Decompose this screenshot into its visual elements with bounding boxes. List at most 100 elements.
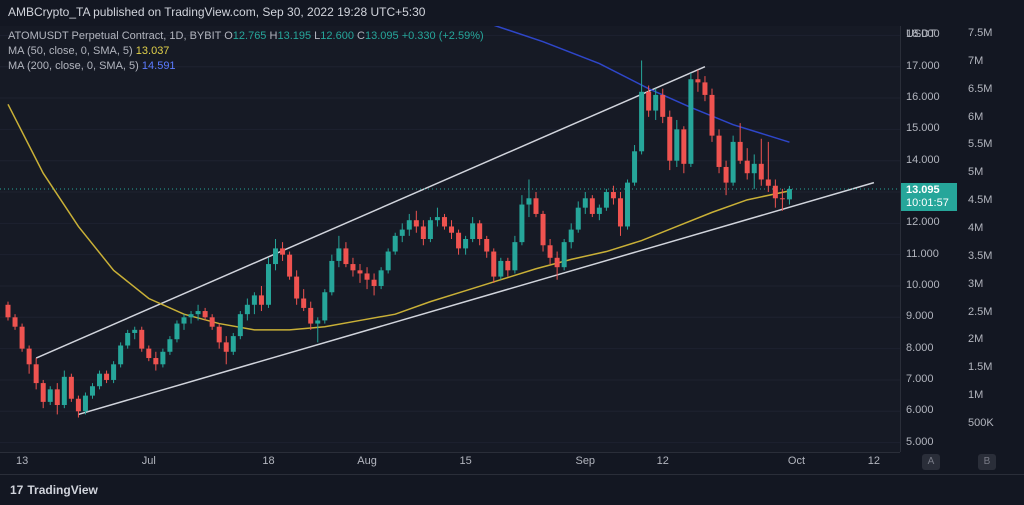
candle-body: [695, 79, 701, 83]
candle-body: [371, 279, 377, 286]
candle-body: [674, 129, 680, 161]
candle-body: [737, 141, 743, 161]
candle-body: [174, 323, 180, 340]
candle-body: [280, 248, 286, 255]
candle-body: [723, 166, 729, 183]
ohlc-close: 13.095: [364, 30, 399, 42]
candle-body: [104, 373, 110, 380]
candle-body: [617, 198, 623, 227]
candle-body: [167, 339, 173, 352]
price-tick-label: 6.000: [906, 404, 934, 417]
candle-body: [427, 220, 433, 239]
candle-body: [54, 389, 60, 406]
ma200-label: MA (200, close, 0, SMA, 5): [8, 60, 139, 72]
candle-body: [681, 129, 687, 164]
price-tick-label: 10.000: [906, 278, 940, 291]
candle-body: [491, 251, 497, 277]
time-tick-label: 18: [262, 455, 275, 467]
candle-body: [343, 248, 349, 265]
candle-body: [547, 245, 553, 258]
candle-body: [160, 351, 166, 365]
currency-label: USDT: [906, 28, 936, 40]
candle-body: [582, 198, 588, 208]
candle-body: [646, 91, 652, 111]
candle-body: [132, 329, 138, 333]
volume-tick-label: 500K: [968, 417, 994, 429]
volume-tick-label: 3.5M: [968, 249, 993, 262]
volume-tick-label: 1M: [968, 389, 984, 402]
candle-body: [779, 198, 785, 200]
candle-body: [5, 304, 11, 318]
price-chart[interactable]: [0, 26, 900, 452]
candle-body: [399, 229, 405, 236]
candle-body: [336, 248, 342, 261]
candle-body: [512, 242, 518, 271]
price-tick-label: 11.000: [906, 247, 939, 260]
candle-body: [350, 264, 356, 271]
volume-tick-label: 1.5M: [968, 361, 993, 374]
candle-body: [744, 160, 750, 174]
price-tick-label: 5.000: [906, 435, 934, 448]
last-price-tag: 13.095 10:01:57: [901, 183, 957, 211]
candle-body: [420, 226, 426, 239]
candle-body: [667, 116, 673, 161]
time-tick-label: Oct: [787, 455, 806, 467]
candle-body: [463, 239, 469, 249]
candle-body: [653, 94, 659, 111]
candle-body: [730, 141, 736, 183]
candle-body: [188, 314, 194, 318]
auto-scale-button[interactable]: A: [922, 454, 940, 470]
price-tick-label: 12.000: [906, 216, 940, 229]
candle-body: [751, 163, 757, 174]
mode-b-button[interactable]: B: [978, 454, 996, 470]
candle-body: [540, 213, 546, 246]
candle-body: [413, 220, 419, 227]
ohlc-change: +0.330 (+2.59%): [401, 30, 484, 42]
volume-axis[interactable]: [962, 26, 1024, 452]
candle-body: [526, 198, 532, 205]
ma50-line: [7, 103, 790, 331]
candle-body: [47, 389, 53, 402]
tradingview-logo[interactable]: 17 TradingView: [10, 483, 98, 497]
ma50-row[interactable]: MA (50, close, 0, SMA, 5) 13.037: [8, 44, 484, 59]
candle-body: [202, 311, 208, 318]
price-axis[interactable]: [900, 26, 963, 452]
candle-body: [12, 317, 18, 327]
candle-body: [68, 376, 74, 399]
candle-body: [772, 185, 778, 199]
volume-tick-label: 3M: [968, 277, 984, 290]
candle-body: [139, 329, 145, 349]
ma50-value: 13.037: [135, 45, 170, 57]
candle-body: [575, 207, 581, 230]
time-tick-label: 15: [459, 455, 472, 467]
candle-body: [146, 348, 152, 359]
ohlc-high: 13.195: [277, 30, 312, 42]
candle-body: [230, 336, 236, 352]
price-tick-label: 9.000: [906, 310, 934, 323]
publisher-text: AMBCrypto_TA published on TradingView.co…: [8, 5, 426, 19]
time-tick-label: Jul: [141, 455, 156, 467]
candle-body: [639, 91, 645, 152]
candle-body: [660, 94, 666, 117]
ma50-label: MA (50, close, 0, SMA, 5): [8, 45, 133, 57]
candle-body: [596, 207, 602, 214]
candle-body: [484, 239, 490, 252]
candle-body: [533, 198, 539, 214]
candle-body: [378, 270, 384, 286]
bar-countdown: 10:01:57: [906, 197, 949, 209]
volume-tick-label: 2M: [968, 333, 984, 346]
ohlc-low: 12.600: [320, 30, 354, 42]
volume-tick-label: 4.5M: [968, 194, 993, 207]
chart-pane[interactable]: [0, 26, 900, 452]
volume-tick-label: 2.5M: [968, 305, 993, 318]
candle-body: [688, 79, 694, 164]
time-axis[interactable]: [0, 452, 900, 475]
time-tick-label: Aug: [357, 455, 377, 467]
price-tick-label: 15.000: [906, 122, 940, 135]
candle-body: [505, 260, 511, 271]
ma200-row[interactable]: MA (200, close, 0, SMA, 5) 14.591: [8, 59, 484, 74]
volume-tick-label: 6M: [968, 110, 984, 123]
candle-body: [329, 260, 335, 293]
candle-body: [322, 292, 328, 321]
candle-body: [554, 257, 560, 268]
